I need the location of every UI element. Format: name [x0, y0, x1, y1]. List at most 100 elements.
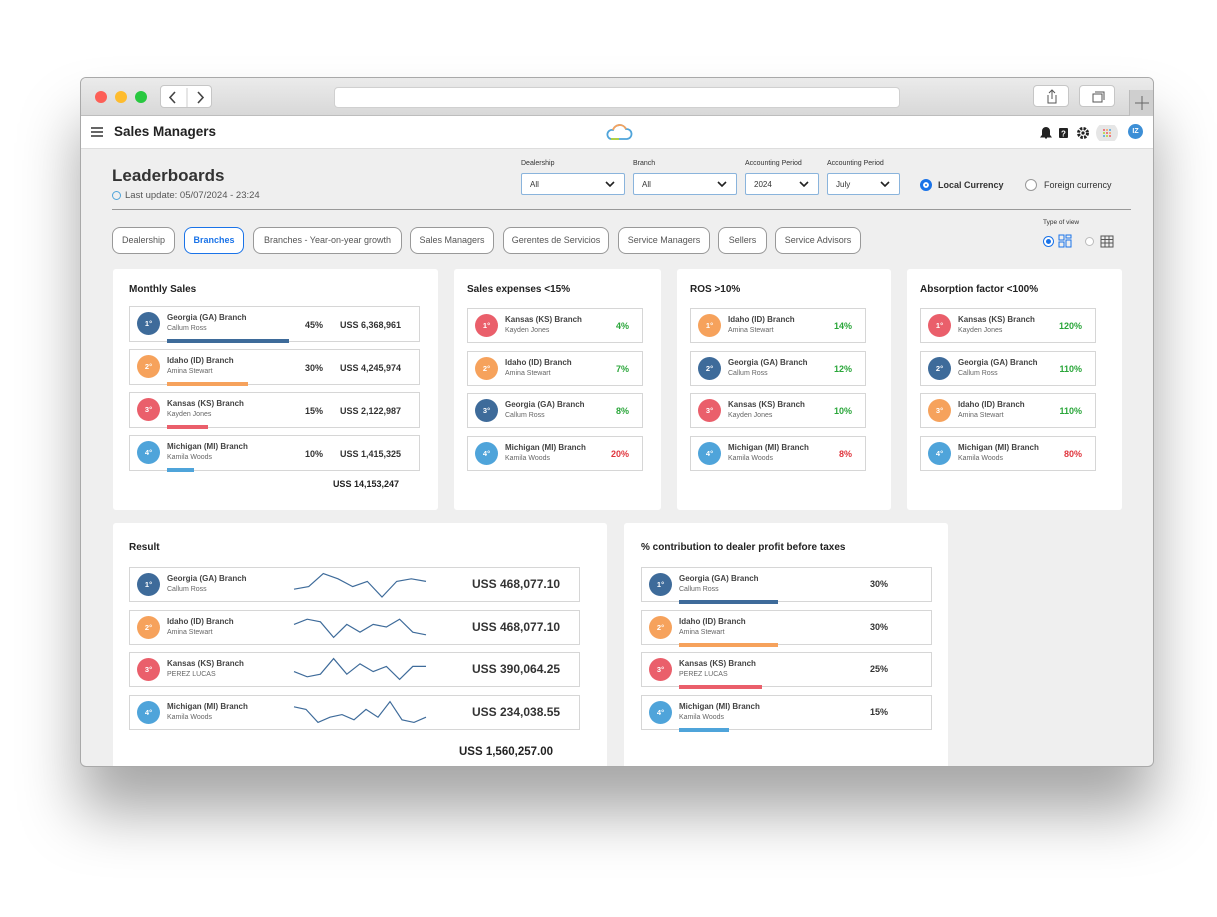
- tab[interactable]: Service Managers: [618, 227, 710, 254]
- manager-name: PEREZ LUCAS: [679, 671, 728, 678]
- browser-window: ? Sales Managers IZ Leaderboards Last updat…: [80, 77, 1154, 767]
- leader-row: [690, 393, 866, 428]
- share-bar: [167, 468, 194, 472]
- filter-select[interactable]: [633, 173, 737, 195]
- filter-select[interactable]: [827, 173, 900, 195]
- share-bar: [167, 382, 248, 386]
- amount: USS 468,077.10: [472, 577, 561, 591]
- rank-badge: 1°: [698, 314, 721, 337]
- radio[interactable]: [1025, 179, 1037, 191]
- view-radio[interactable]: [1044, 237, 1053, 246]
- filter-value: All: [530, 180, 539, 189]
- share-bar: [679, 600, 778, 604]
- close-button[interactable]: [95, 91, 107, 103]
- rank-badge: 3°: [649, 658, 672, 681]
- currency-label: Foreign currency: [1044, 180, 1112, 190]
- tab[interactable]: Sellers: [718, 227, 767, 254]
- tab[interactable]: Gerentes de Servicios: [503, 227, 609, 254]
- rank-badge: 3°: [137, 398, 160, 421]
- view-icon[interactable]: [1100, 234, 1114, 248]
- branch-name: Georgia (GA) Branch: [505, 400, 585, 409]
- radio[interactable]: [920, 179, 932, 191]
- leader-row: [129, 392, 420, 428]
- rank-badge: 3°: [475, 399, 498, 422]
- branch-name: Michigan (MI) Branch: [958, 443, 1039, 452]
- last-update: Last update: 05/07/2024 - 23:24: [125, 190, 260, 201]
- manager-name: Kamila Woods: [167, 454, 213, 461]
- leader-row: [920, 351, 1096, 386]
- menu-icon[interactable]: [91, 127, 103, 137]
- card-title: Absorption factor <100%: [920, 284, 1039, 295]
- kpi-value: 110%: [1059, 364, 1082, 374]
- tab[interactable]: Sales Managers: [410, 227, 494, 254]
- zoom-button[interactable]: [135, 91, 147, 103]
- sparkline: [292, 695, 428, 730]
- manager-name: Amina Stewart: [958, 412, 1004, 419]
- branch-name: Georgia (GA) Branch: [167, 574, 247, 583]
- chevron: [605, 181, 615, 187]
- branch-name: Kansas (KS) Branch: [167, 399, 244, 408]
- kpi-value: 10%: [833, 406, 852, 416]
- tab[interactable]: Service Advisors: [775, 227, 861, 254]
- address-bar[interactable]: [334, 87, 900, 108]
- kpi-value: 120%: [1058, 321, 1082, 331]
- total: USS 1,560,257.00: [459, 746, 553, 758]
- card-title: Sales expenses <15%: [467, 284, 571, 295]
- amount: USS 2,122,987: [340, 406, 402, 416]
- nav-buttons: [160, 85, 212, 108]
- user-avatar[interactable]: IZ: [1128, 124, 1143, 139]
- branch-name: Kansas (KS) Branch: [167, 659, 244, 668]
- sparkline: [292, 567, 428, 602]
- view-radio[interactable]: [1085, 237, 1094, 246]
- amount: USS 234,038.55: [472, 705, 561, 719]
- tab[interactable]: Dealership: [112, 227, 175, 254]
- view-icon[interactable]: [1058, 234, 1072, 248]
- filter-select[interactable]: [745, 173, 819, 195]
- share-label: 10%: [304, 449, 323, 459]
- branch-name: Kansas (KS) Branch: [679, 659, 756, 668]
- view-label: Type of view: [1043, 219, 1080, 226]
- manager-name: Amina Stewart: [505, 370, 551, 377]
- amount: USS 4,245,974: [340, 363, 402, 373]
- trend-line: [293, 618, 427, 639]
- sparkline: [292, 652, 428, 687]
- filter-value: All: [642, 180, 651, 189]
- trend-line: [293, 700, 427, 724]
- minimize-button[interactable]: [115, 91, 127, 103]
- manager-name: Callum Ross: [167, 325, 207, 332]
- manager-name: Callum Ross: [958, 370, 998, 377]
- branch-name: Idaho (ID) Branch: [167, 356, 234, 365]
- share-label: 30%: [870, 579, 889, 589]
- manager-name: Amina Stewart: [167, 629, 213, 636]
- tab[interactable]: Branches: [184, 227, 244, 254]
- share-label: 45%: [304, 320, 323, 330]
- nav-arrows[interactable]: [161, 86, 213, 109]
- branch-name: Georgia (GA) Branch: [958, 358, 1038, 367]
- rank-badge: 4°: [475, 442, 498, 465]
- share-label: 30%: [870, 622, 889, 632]
- rank-badge: 1°: [649, 573, 672, 596]
- tabs-button[interactable]: [1079, 85, 1115, 107]
- tab[interactable]: Branches - Year-on-year growth: [253, 227, 402, 254]
- card-title: ROS >10%: [690, 284, 741, 295]
- manager-name: Kayden Jones: [728, 412, 773, 419]
- page-title: Leaderboards: [112, 166, 225, 185]
- rank-badge: 4°: [137, 701, 160, 724]
- share-bar: [167, 339, 289, 343]
- kpi-value: 80%: [1063, 449, 1082, 459]
- leader-row: [641, 695, 932, 730]
- card: [907, 269, 1122, 510]
- share-bar: [679, 685, 762, 689]
- share-label: 30%: [304, 363, 323, 373]
- branch-name: Georgia (GA) Branch: [728, 358, 808, 367]
- share-button[interactable]: [1033, 85, 1069, 107]
- filter-select[interactable]: [521, 173, 625, 195]
- new-tab-button[interactable]: [1129, 90, 1153, 116]
- branch-name: Kansas (KS) Branch: [728, 400, 805, 409]
- branch-name: Idaho (ID) Branch: [505, 358, 572, 367]
- leader-row: [641, 567, 932, 602]
- manager-name: Kamila Woods: [167, 714, 213, 721]
- branch-name: Idaho (ID) Branch: [958, 400, 1025, 409]
- header-icons[interactable]: ?: [1038, 125, 1153, 141]
